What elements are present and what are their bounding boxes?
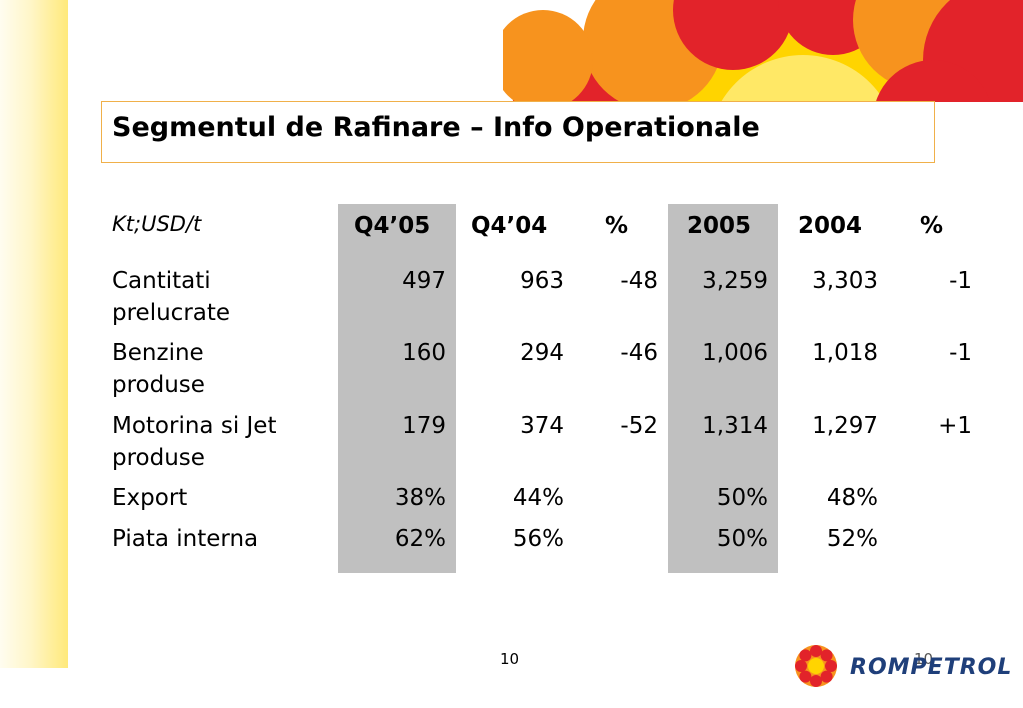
unit-label: Kt;USD/t [112,212,202,236]
column-header: 2005 [687,213,752,239]
table-cell: 48% [826,485,878,511]
sun-flower-icon [795,645,837,687]
row-label-continued: prelucrate [112,300,231,326]
table-cell: 374 [520,413,564,439]
table-cell: -52 [620,413,658,439]
table-cell: 56% [512,526,564,552]
table-cell: 497 [402,268,446,294]
column-header: % [605,213,629,239]
table-cell: 3,303 [812,268,878,294]
column-header: % [920,213,944,239]
table-cell: +1 [938,413,972,439]
sun-decoration [503,0,1023,102]
table-cell: 44% [512,485,564,511]
row-label: Motorina si Jet [112,413,277,439]
highlight-column-q405 [338,204,456,573]
table-cell: 294 [520,340,564,366]
table-cell: 62% [394,526,446,552]
highlight-column-2005 [668,204,778,573]
table-cell: 1,018 [812,340,878,366]
left-decorative-band [0,0,68,668]
row-label-continued: produse [112,372,205,398]
table-cell: -1 [949,340,972,366]
table-cell: 52% [826,526,878,552]
column-header: Q4’05 [354,213,431,239]
title-box: Segmentul de Rafinare – Info Operational… [101,101,935,163]
row-label: Cantitati [112,268,211,294]
row-label: Benzine [112,340,204,366]
table-cell: 38% [394,485,446,511]
table-cell: 160 [402,340,446,366]
table-cell: 179 [402,413,446,439]
row-label: Export [112,485,188,511]
table-cell: 1,297 [812,413,878,439]
page-number-secondary: 10 [914,650,934,668]
table-cell: 1,314 [702,413,768,439]
page-title: Segmentul de Rafinare – Info Operational… [112,112,760,143]
table-cell: 50% [716,485,768,511]
column-header: Q4’04 [471,213,548,239]
brand-logo-text: ROMPETROL [850,655,1013,680]
table-cell: 50% [716,526,768,552]
page-number: 10 [500,650,520,668]
table-cell: 3,259 [702,268,768,294]
row-label: Piata interna [112,526,259,552]
table-cell: -48 [620,268,658,294]
table-cell: -1 [949,268,972,294]
row-label-continued: produse [112,445,205,471]
table-cell: -46 [620,340,658,366]
table-cell: 963 [520,268,564,294]
table-cell: 1,006 [702,340,768,366]
column-header: 2004 [798,213,863,239]
